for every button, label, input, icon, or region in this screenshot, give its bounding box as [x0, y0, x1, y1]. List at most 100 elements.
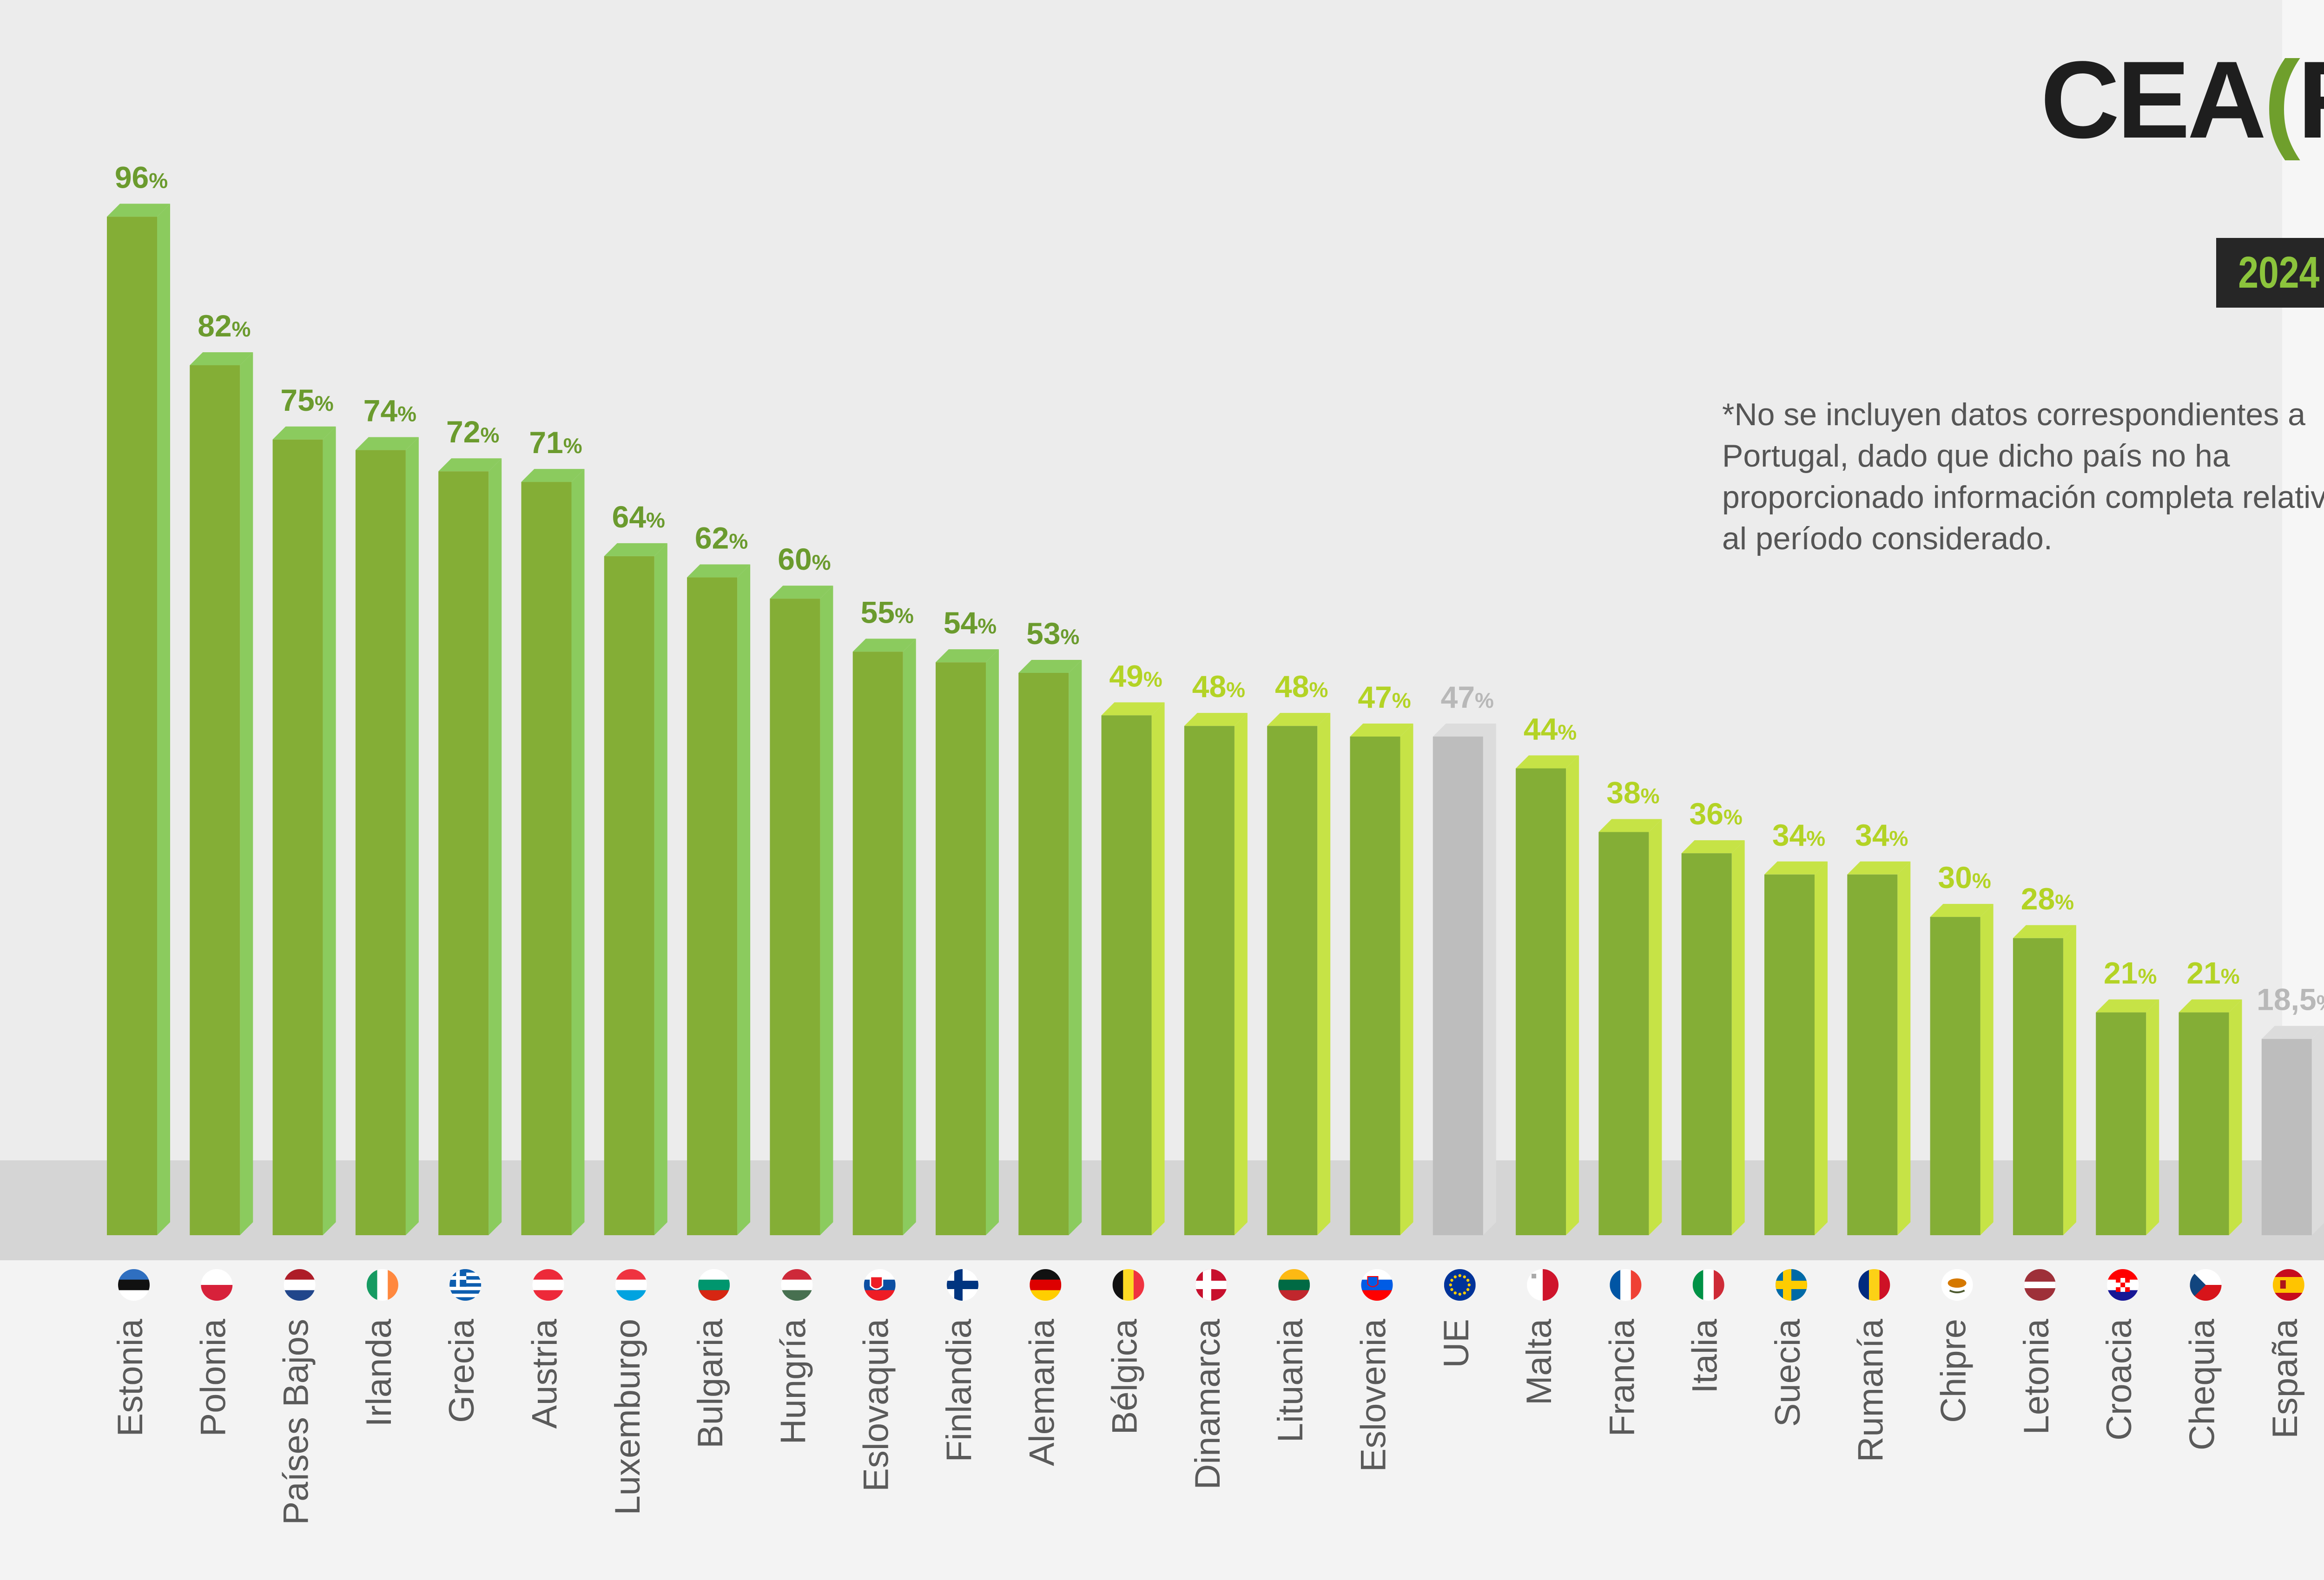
flag-stripe	[2107, 1269, 2139, 1280]
bar-side	[1483, 723, 1496, 1235]
flag-emblem	[2120, 1283, 2126, 1287]
bar-top	[770, 586, 833, 599]
flag-body	[947, 1269, 978, 1301]
flag-cross	[954, 1269, 963, 1301]
category-label: Eslovenia	[1354, 1318, 1393, 1472]
value-label-unit: %	[646, 508, 665, 532]
flag-cross	[456, 1269, 460, 1287]
category-label: Croacia	[2100, 1318, 2139, 1441]
bar-side	[1649, 819, 1662, 1235]
value-label-unit: %	[2221, 964, 2240, 988]
bar-top	[1101, 702, 1165, 716]
flag-stripe	[1703, 1269, 1715, 1301]
flag-germany-icon	[1030, 1269, 1062, 1301]
value-label-number: 74	[363, 394, 398, 428]
value-label: 49%	[1109, 658, 1162, 693]
category-label: Francia	[1602, 1318, 1642, 1436]
value-label-unit: %	[977, 614, 997, 638]
category-label: Países Bajos	[277, 1319, 316, 1525]
flag-latvia-icon	[2024, 1269, 2056, 1301]
bar-side	[737, 564, 751, 1235]
bar-front	[687, 577, 738, 1235]
value-label-unit: %	[1475, 688, 1494, 712]
flag-stripe	[1868, 1269, 1880, 1301]
value-label: 34%	[1855, 818, 1908, 852]
bar-Finlandia	[936, 649, 999, 1235]
flag-body	[2107, 1269, 2139, 1301]
flag-stripe	[615, 1279, 647, 1291]
category-label: Chequia	[2183, 1318, 2222, 1450]
flag-emblem	[2116, 1283, 2121, 1287]
bar-front	[272, 439, 323, 1235]
flag-czechia-icon	[2190, 1269, 2222, 1301]
value-label-number: 71	[529, 425, 563, 460]
flag-italy-icon	[1692, 1269, 1724, 1301]
flag-star	[1467, 1283, 1471, 1287]
bar-top	[1681, 840, 1745, 854]
bar-España	[2261, 1026, 2324, 1235]
bar-side	[157, 204, 170, 1235]
bar-side	[903, 639, 916, 1235]
bar-Suecia	[1764, 861, 1828, 1235]
bar-top	[687, 564, 751, 578]
flag-body	[201, 1269, 233, 1301]
flag-emblem	[870, 1276, 884, 1290]
bar-side	[240, 352, 253, 1236]
flag-triangle	[2190, 1269, 2206, 1301]
bar-top	[1516, 755, 1579, 769]
value-label-number: 18,5	[2257, 982, 2316, 1017]
value-label-number: 82	[198, 309, 231, 343]
bar-side	[1980, 904, 1994, 1235]
flag-body	[1030, 1269, 1062, 1301]
bar-Grecia	[438, 458, 502, 1235]
bar-side	[1897, 861, 1911, 1235]
bar-side	[1566, 755, 1579, 1235]
category-label: España	[2265, 1318, 2305, 1438]
flag-croatia-icon	[2107, 1269, 2139, 1301]
value-label: 54%	[944, 606, 997, 640]
flag-ireland-icon	[366, 1269, 398, 1301]
flag-luxembourg-icon	[615, 1269, 647, 1301]
value-label-number: 55	[861, 595, 895, 629]
flag-stripe	[1714, 1269, 1724, 1301]
flag-poland-icon	[201, 1269, 233, 1301]
flag-stripe	[201, 1285, 233, 1301]
flag-body	[1610, 1269, 1642, 1301]
bar-front	[438, 471, 489, 1235]
flag-stripe	[377, 1269, 389, 1301]
bar-front	[1184, 726, 1235, 1235]
category-label: Suecia	[1768, 1318, 1808, 1427]
category-label: Estonia	[111, 1318, 150, 1436]
flag-body	[1112, 1269, 1144, 1301]
bar-side	[1317, 713, 1331, 1235]
flag-netherlands-icon	[284, 1269, 316, 1301]
flag-stripe	[449, 1297, 482, 1301]
value-label: 18,5%	[2257, 982, 2324, 1017]
flag-emblem	[1949, 1290, 1965, 1293]
flag-star	[1450, 1278, 1453, 1282]
bar-top	[107, 204, 170, 217]
bar-front	[521, 482, 572, 1235]
value-label-unit: %	[1641, 783, 1660, 808]
bar-top	[1764, 861, 1828, 875]
value-label: 38%	[1606, 775, 1659, 810]
value-label-number: 48	[1192, 669, 1226, 704]
flag-malta-icon	[1527, 1269, 1559, 1301]
flag-stripe	[449, 1286, 482, 1291]
flag-star	[1453, 1291, 1457, 1295]
value-label: 75%	[280, 383, 333, 417]
logo-bracket-open: (	[2264, 39, 2300, 161]
bar-side	[1815, 861, 1828, 1235]
bar-side	[1731, 840, 1745, 1235]
bar-front	[1267, 726, 1318, 1235]
value-label: 96%	[115, 160, 168, 194]
flag-stripe	[2272, 1269, 2304, 1277]
flag-stripe	[201, 1269, 233, 1285]
value-label-number: 53	[1026, 616, 1060, 651]
flag-emblem	[1948, 1278, 1967, 1288]
value-label-number: 49	[1109, 658, 1143, 693]
bar-Austria	[521, 469, 585, 1235]
category-label: Italia	[1685, 1318, 1725, 1393]
flag-spain-icon	[2272, 1269, 2304, 1301]
flag-emblem	[2120, 1287, 2126, 1292]
